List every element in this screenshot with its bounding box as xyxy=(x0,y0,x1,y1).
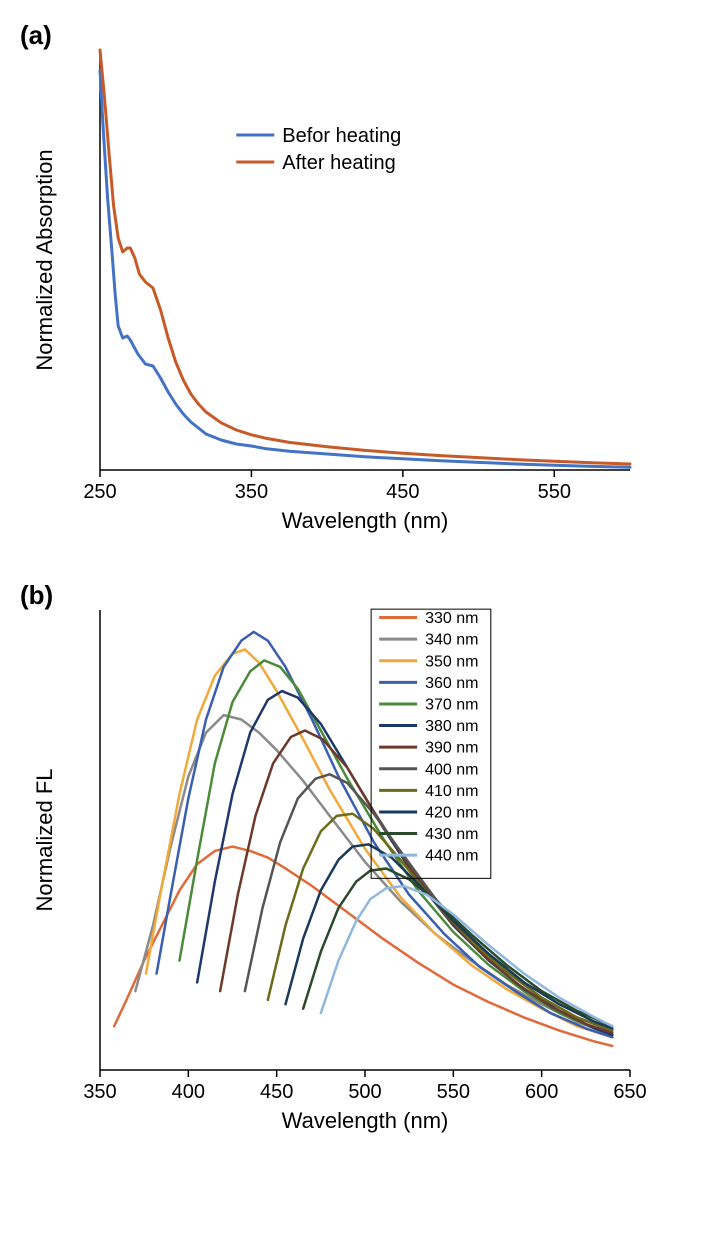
svg-text:390 nm: 390 nm xyxy=(425,740,478,757)
svg-text:Befor heating: Befor heating xyxy=(282,125,401,147)
svg-text:380 nm: 380 nm xyxy=(425,718,478,735)
svg-text:350: 350 xyxy=(83,1081,116,1103)
svg-text:After heating: After heating xyxy=(282,152,395,174)
svg-text:430 nm: 430 nm xyxy=(425,826,478,843)
svg-text:440 nm: 440 nm xyxy=(425,848,478,865)
svg-text:410 nm: 410 nm xyxy=(425,783,478,800)
svg-text:400: 400 xyxy=(172,1081,205,1103)
svg-text:600: 600 xyxy=(525,1081,558,1103)
svg-text:450: 450 xyxy=(260,1081,293,1103)
svg-text:330 nm: 330 nm xyxy=(425,610,478,627)
svg-text:650: 650 xyxy=(613,1081,646,1103)
svg-text:450: 450 xyxy=(386,481,419,503)
panel-a-label: (a) xyxy=(20,20,52,51)
svg-text:350: 350 xyxy=(235,481,268,503)
svg-text:340 nm: 340 nm xyxy=(425,632,478,649)
svg-text:Wavelength (nm): Wavelength (nm) xyxy=(282,508,449,533)
svg-text:250: 250 xyxy=(83,481,116,503)
svg-text:550: 550 xyxy=(538,481,571,503)
svg-text:Wavelength (nm): Wavelength (nm) xyxy=(282,1108,449,1133)
panel-b-label: (b) xyxy=(20,580,53,611)
svg-text:350 nm: 350 nm xyxy=(425,653,478,670)
panel-b: (b) 350 400 450 500 550 600 650 Wavelength (nm)… xyxy=(20,580,684,1140)
panel-a: (a) 250 350 450 550 Wavelength (nm) Normalize… xyxy=(20,20,684,540)
svg-text:Normalized FL: Normalized FL xyxy=(32,768,57,911)
svg-text:370 nm: 370 nm xyxy=(425,697,478,714)
svg-text:Normalized Absorption: Normalized Absorption xyxy=(32,149,57,370)
svg-text:400 nm: 400 nm xyxy=(425,761,478,778)
svg-text:550: 550 xyxy=(437,1081,470,1103)
svg-text:500: 500 xyxy=(348,1081,381,1103)
svg-text:360 nm: 360 nm xyxy=(425,675,478,692)
svg-text:420 nm: 420 nm xyxy=(425,805,478,822)
fluorescence-chart: 350 400 450 500 550 600 650 Wavelength (nm) Norm… xyxy=(20,580,660,1140)
absorption-chart: 250 350 450 550 Wavelength (nm) Normalized Ab… xyxy=(20,20,660,540)
